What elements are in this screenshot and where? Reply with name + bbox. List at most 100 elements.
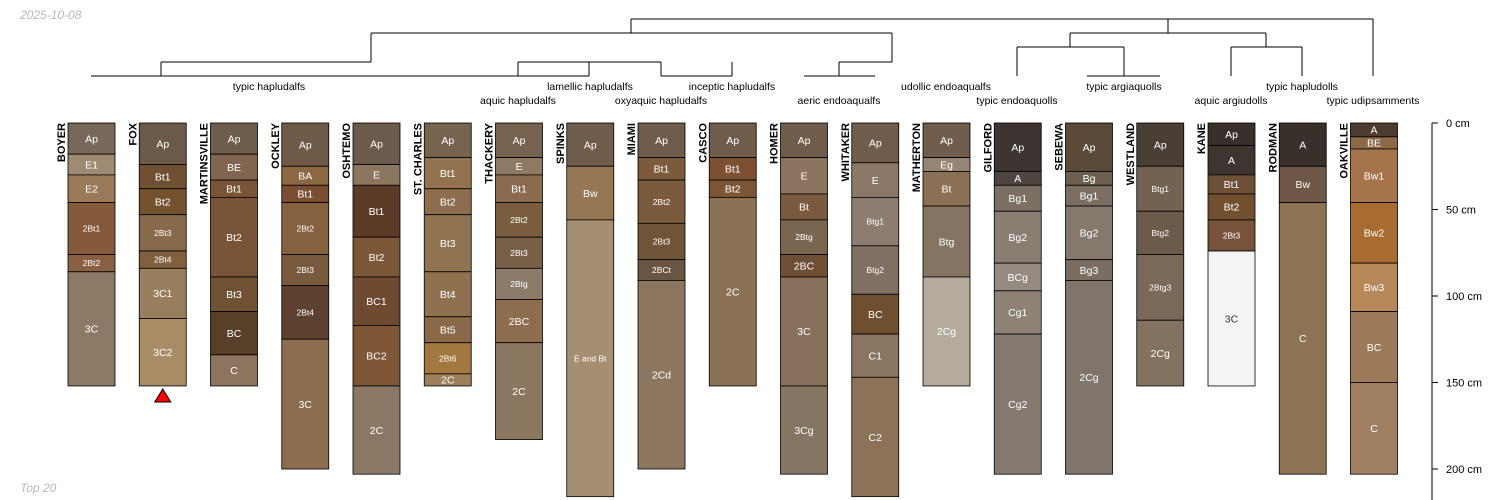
taxon-label: aquic argiudolls [1195,95,1268,107]
horizon-label: Bt3 [226,289,242,301]
horizon-label: Ap [85,133,98,145]
horizon-block [423,271,472,318]
horizon-block [922,276,971,387]
horizon-block [210,354,258,387]
soil-profile: ABE Bw1 Bw2 Bw3 BC C OAKVILLE [1339,122,1398,475]
horizon-label: 2Bt3 [297,265,315,275]
soil-profile: Ap Bt1 2Bt2 2Bt3 2BCt 2Cd MIAMI [626,122,686,470]
horizon-label: 2Btg3 [1149,282,1171,292]
horizon-label: 3Cg [794,425,813,437]
depth-tick-label: 50 cm [1446,205,1476,217]
horizon-label: BC [227,328,242,340]
horizon-label: Bt2 [369,252,385,264]
horizon-label: Bw1 [1364,171,1385,183]
horizon-label: E [373,170,380,182]
horizon-label: Bt1 [155,171,171,183]
horizon-block [138,122,187,165]
horizon-label: 2C [441,375,455,387]
horizon-label: 2Cd [652,369,671,381]
horizon-label: Ap [726,135,739,147]
horizon-block [1136,254,1185,321]
horizon-label: Cg2 [1008,399,1027,411]
horizon-label: Bt1 [297,189,313,201]
soil-profile: A Bw C RODMAN [1267,122,1327,475]
horizon-block [352,236,401,278]
horizon-label: Bw3 [1364,282,1385,294]
horizon-block [851,162,900,198]
taxon-label: typic argiaquolls [1086,81,1161,93]
horizon-block [352,276,401,326]
horizon-block [495,342,543,440]
horizon-label: 2Bt3 [510,248,528,258]
horizon-label: BC1 [366,296,387,308]
horizon-label: BA [298,171,312,183]
profile-name: MIAMI [626,123,638,155]
horizon-block [67,202,116,255]
horizon-label: Bt [799,202,809,214]
horizon-block [210,196,258,278]
soil-profile: Ap Bg Bg1 Bg2 Bg3 2Cg SEBEWA [1054,122,1113,475]
horizon-label: Btg1 [867,217,885,227]
horizon-block [1207,193,1256,221]
horizon-label: C [230,365,238,377]
horizon-label: Ap [1011,142,1024,154]
taxon-label: inceptic hapludalfs [689,81,775,93]
horizon-block [780,193,828,221]
profile-name: WHITAKER [840,123,852,182]
horizon-block [495,202,543,238]
horizon-block [281,254,330,287]
profile-name: GILFORD [982,123,994,173]
horizon-label: Bt1 [1224,179,1240,191]
horizon-block [1350,262,1398,312]
horizon-label: Bg2 [1080,228,1099,240]
horizon-block [1136,122,1185,167]
horizon-block [138,164,187,190]
horizon-block [281,338,330,470]
horizon-label: Bt2 [1224,202,1240,214]
soil-profile: Ap BA Bt1 2Bt2 2Bt3 2Bt4 3C OCKLEY [270,122,330,470]
soil-profile: Ap E Bt1 2Bt2 2Bt3 2Btg 2BC 2C THACKERY [484,122,543,440]
horizon-block [210,311,258,356]
taxon-label: udollic endoaqualfs [901,81,991,93]
horizon-block [922,122,971,158]
horizon-block [210,122,258,155]
horizon-label: Btg1 [1152,184,1170,194]
horizon-label: 2BCt [652,265,672,275]
horizon-label: BC [868,309,883,321]
horizon-block [780,122,828,158]
horizon-block [495,299,543,344]
soil-profile: Ap Bw E and Bt SPINKS [555,122,615,498]
horizon-block [637,222,686,261]
soil-profile: Ap A Bt1 Bt2 2Bt3 3C KANE [1196,122,1256,387]
horizon-label: A [1299,139,1306,151]
horizon-label: 2Bt2 [510,215,528,225]
horizon-label: 2Btg [795,232,813,242]
depth-tick-label: 150 cm [1446,378,1482,390]
horizon-label: BCg [1008,272,1029,284]
horizon-label: Bt2 [440,196,456,208]
horizon-label: E [515,161,522,173]
profile-name: OCKLEY [270,122,282,169]
soil-profile: Ap Eg Bt Btg 2Cg MATHERTON [911,122,971,387]
horizon-label: Btg [939,236,955,248]
horizon-label: Bt3 [440,238,456,250]
horizon-block [708,122,757,158]
horizon-block [780,276,828,387]
horizon-label: 3C [299,399,313,411]
horizon-label: Ap [940,135,953,147]
horizon-block [1065,280,1113,475]
horizon-block [1065,205,1113,261]
horizon-label: Bw [1295,179,1310,191]
horizon-label: 2C [370,425,384,437]
horizon-block [1278,122,1327,167]
profile-name: BOYER [56,123,68,162]
horizon-block [993,122,1042,172]
horizon-label: E [800,171,807,183]
horizon-block [566,219,615,498]
horizon-label: 2Bt2 [653,197,671,207]
horizon-label: Bt2 [725,184,741,196]
taxon-label: typic udipsamments [1327,95,1420,107]
horizon-block [281,122,330,167]
horizon-block [993,262,1042,292]
horizon-label: Bt4 [440,289,456,301]
